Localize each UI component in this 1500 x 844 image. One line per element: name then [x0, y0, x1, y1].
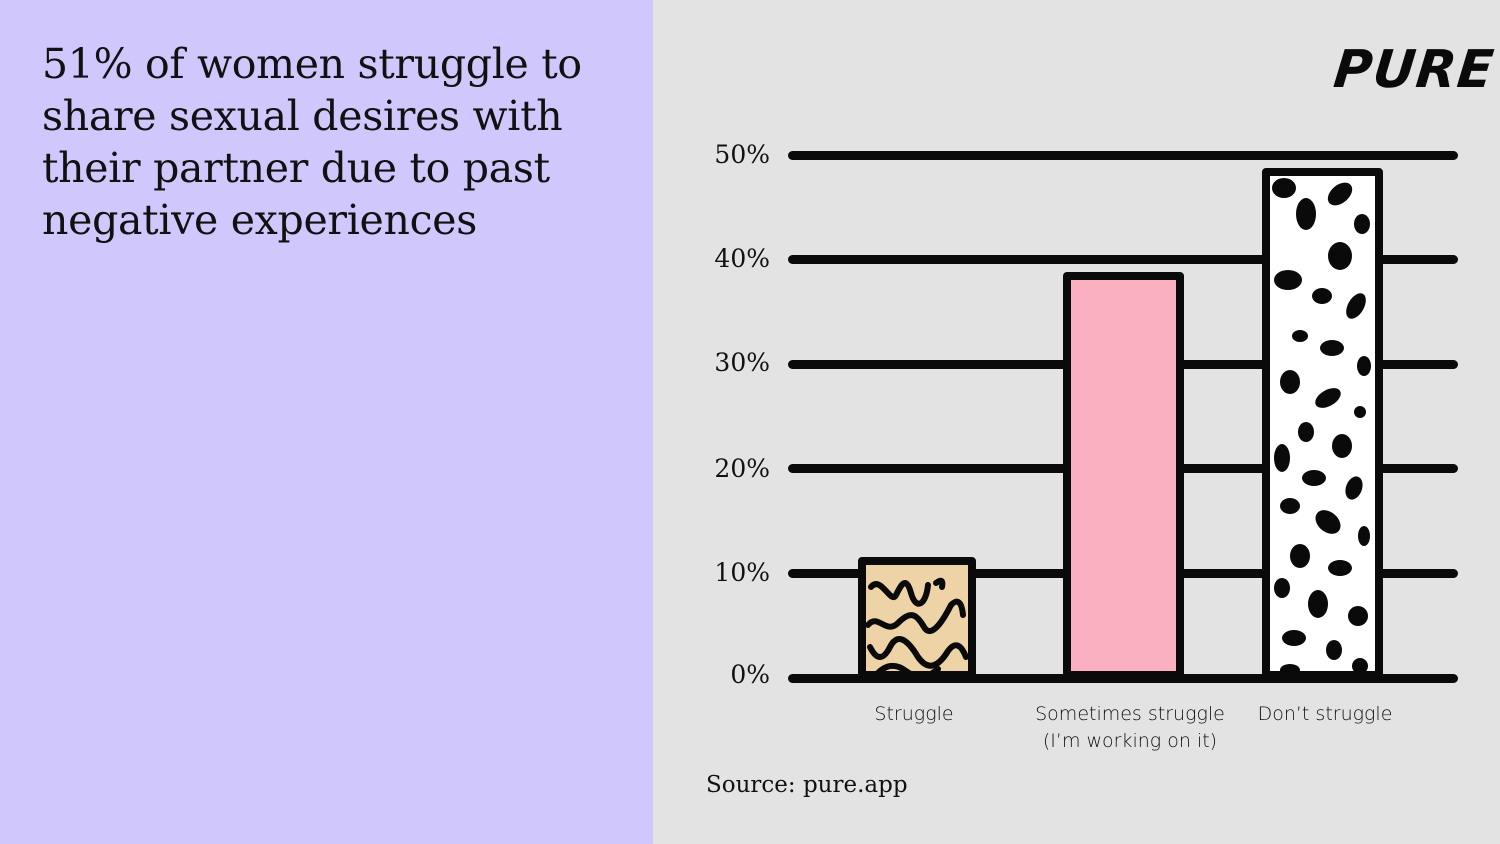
y-tick-30: 30%	[714, 348, 770, 377]
pure-logo: PURE	[1330, 40, 1498, 100]
source-note: Source: pure.app	[706, 772, 908, 798]
scribble-pattern	[866, 577, 968, 671]
y-tick-0: 0%	[730, 660, 770, 689]
headline: 51% of women struggle to share sexual de…	[42, 40, 582, 244]
bar-dont-struggle	[1262, 168, 1383, 679]
bar-struggle	[858, 557, 976, 679]
category-label-dont-struggle: Don’t struggle	[1257, 703, 1393, 725]
y-tick-10: 10%	[714, 558, 770, 587]
baseline-0	[788, 674, 1458, 683]
gridline-40	[788, 255, 1458, 264]
category-label-struggle: Struggle	[874, 703, 954, 725]
category-label-line-1: Sometimes struggle	[1035, 703, 1225, 725]
y-tick-20: 20%	[714, 454, 770, 483]
category-label-sometimes-struggle: Sometimes struggle (I’m working on it)	[1020, 701, 1240, 755]
y-tick-40: 40%	[714, 244, 770, 273]
y-tick-50: 50%	[714, 140, 770, 169]
gridline-50	[788, 151, 1458, 160]
spots-pattern	[1272, 178, 1371, 671]
headline-panel: 51% of women struggle to share sexual de…	[0, 0, 653, 844]
category-label-line-2: (I’m working on it)	[1042, 730, 1218, 752]
bar-sometimes-struggle	[1063, 272, 1184, 679]
